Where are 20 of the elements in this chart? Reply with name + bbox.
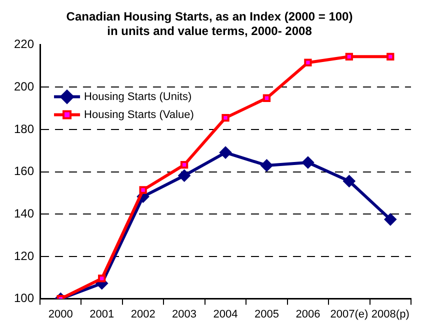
x-tick-label: 2004 — [213, 308, 238, 320]
text: Canadian Housing Starts, as an Index (2000 = 100) — [66, 10, 353, 24]
x-tick-label: 2000 — [48, 308, 73, 320]
legend-label: Housing Starts (Value) — [84, 108, 194, 121]
y-tick-label: 200 — [14, 79, 34, 94]
x-tick-label: 2008(p) — [371, 308, 410, 320]
x-tick-label: 2002 — [130, 308, 156, 320]
y-tick-label: 180 — [14, 122, 34, 136]
y-tick-label: 140 — [14, 206, 34, 220]
y-tick-label: 160 — [14, 164, 34, 178]
x-tick-label: 2006 — [296, 308, 320, 320]
y-tick-label: 120 — [14, 248, 34, 263]
legend-label: Housing Starts (Units) — [84, 90, 192, 103]
y-tick-label: 220 — [14, 37, 34, 52]
x-tick-label: 2003 — [172, 308, 197, 320]
text: in units and value terms, 2000- 2008 — [107, 24, 312, 38]
x-tick-label: 2005 — [254, 308, 279, 320]
y-tick-label: 100 — [14, 291, 34, 306]
x-tick-label: 2007(e) — [330, 308, 368, 320]
x-tick-label: 2001 — [90, 308, 114, 320]
